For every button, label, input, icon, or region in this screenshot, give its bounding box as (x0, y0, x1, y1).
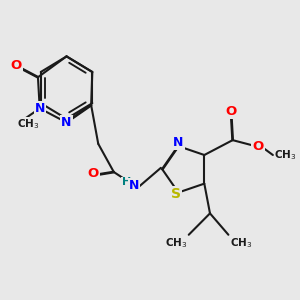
Text: N: N (61, 116, 71, 129)
Text: CH$_3$: CH$_3$ (17, 117, 40, 131)
Text: O: O (11, 59, 22, 72)
Text: N: N (129, 179, 140, 192)
Text: S: S (170, 187, 181, 201)
Text: O: O (253, 140, 264, 153)
Text: O: O (88, 167, 99, 180)
Text: O: O (226, 105, 237, 118)
Text: N: N (173, 136, 184, 149)
Text: CH$_3$: CH$_3$ (230, 236, 252, 250)
Text: CH$_3$: CH$_3$ (274, 148, 297, 162)
Text: CH$_3$: CH$_3$ (165, 236, 187, 250)
Text: H: H (122, 177, 131, 188)
Text: N: N (34, 102, 45, 115)
